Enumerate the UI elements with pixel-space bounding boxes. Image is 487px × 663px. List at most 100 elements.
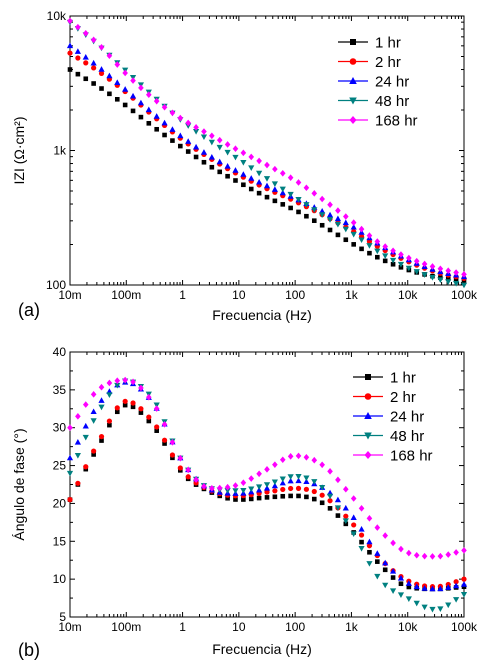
data-point [334,496,342,503]
data-point [374,524,381,531]
data-point [445,551,452,558]
data-point [232,145,239,153]
data-point [241,182,246,188]
data-point [146,414,152,420]
data-point [90,391,97,398]
legend-item: 24 hr [338,74,409,91]
x-tick-label: 100k [451,288,478,302]
data-point [382,243,388,250]
data-point [122,69,128,77]
data-point [271,479,278,486]
data-point [130,400,136,406]
x-tick-label: 10k [398,620,418,634]
data-point [358,532,365,538]
data-point [461,547,467,554]
legend-marker [364,432,372,440]
data-point [185,119,191,127]
data-point [248,186,254,192]
y-tick-label: 10 [53,572,67,586]
data-point [114,409,120,415]
panel-label: (b) [18,640,40,660]
data-point [334,221,342,228]
data-point [177,465,183,471]
data-point [288,493,293,499]
legend-marker [349,58,357,65]
legend-marker [364,393,372,400]
data-point [232,482,239,489]
data-point [319,195,325,203]
data-point [114,96,120,102]
data-point [248,153,255,161]
data-point [185,149,191,154]
data-point [358,505,365,512]
data-point [350,219,357,226]
data-point [264,495,270,500]
data-point [225,173,230,179]
data-point [129,92,137,99]
data-point [366,243,373,249]
x-tick-label: 1 [179,620,186,634]
x-tick-label: 1k [345,288,359,302]
data-point [256,170,263,177]
data-point [146,91,152,99]
data-point [169,438,176,446]
x-tick-label: 100 [285,620,305,634]
data-point [193,476,199,483]
data-point [233,497,238,502]
data-point [358,237,365,244]
series-168-hr [67,376,467,560]
x-tick-label: 1k [345,620,359,634]
data-point [375,559,380,564]
data-point [91,452,96,457]
data-point [445,584,452,590]
data-point [445,276,451,281]
data-point [82,434,89,441]
series-group [66,376,468,613]
legend-label: 168 hr [375,113,418,130]
data-point [75,480,81,486]
data-point [445,602,452,609]
data-point [335,207,341,214]
data-point [327,201,333,209]
data-point [279,189,286,196]
data-point [209,484,215,492]
data-point [366,515,373,522]
legend-label: 48 hr [375,93,409,110]
data-point [138,410,144,415]
data-point [91,81,96,86]
data-point [279,479,286,486]
data-point [461,271,467,278]
data-point [390,539,396,547]
data-point [233,178,238,183]
data-point [326,493,334,500]
data-point [98,66,105,72]
data-point [193,154,199,160]
data-point [287,474,294,480]
data-point [98,433,105,440]
data-point [311,496,317,502]
y-axis-ticks [70,21,464,286]
data-point [343,513,349,519]
x-tick-label: 10m [58,288,81,302]
data-point [161,103,168,111]
legend-label: 2 hr [375,54,401,71]
data-point [334,505,342,511]
data-point [335,232,341,238]
data-point [192,128,200,135]
data-point [342,504,349,511]
data-point [264,466,270,473]
data-point [232,488,239,494]
data-point [170,455,175,461]
data-point [405,596,412,602]
data-point [421,604,428,611]
data-point [303,184,310,192]
data-point [130,378,136,386]
data-point [413,551,420,559]
legend-label: 1 hr [375,35,401,52]
x-tick-label: 100m [111,288,141,302]
data-point [311,207,318,213]
data-point [453,582,460,589]
data-point [137,99,145,106]
data-point [334,215,342,222]
data-point [83,76,89,82]
